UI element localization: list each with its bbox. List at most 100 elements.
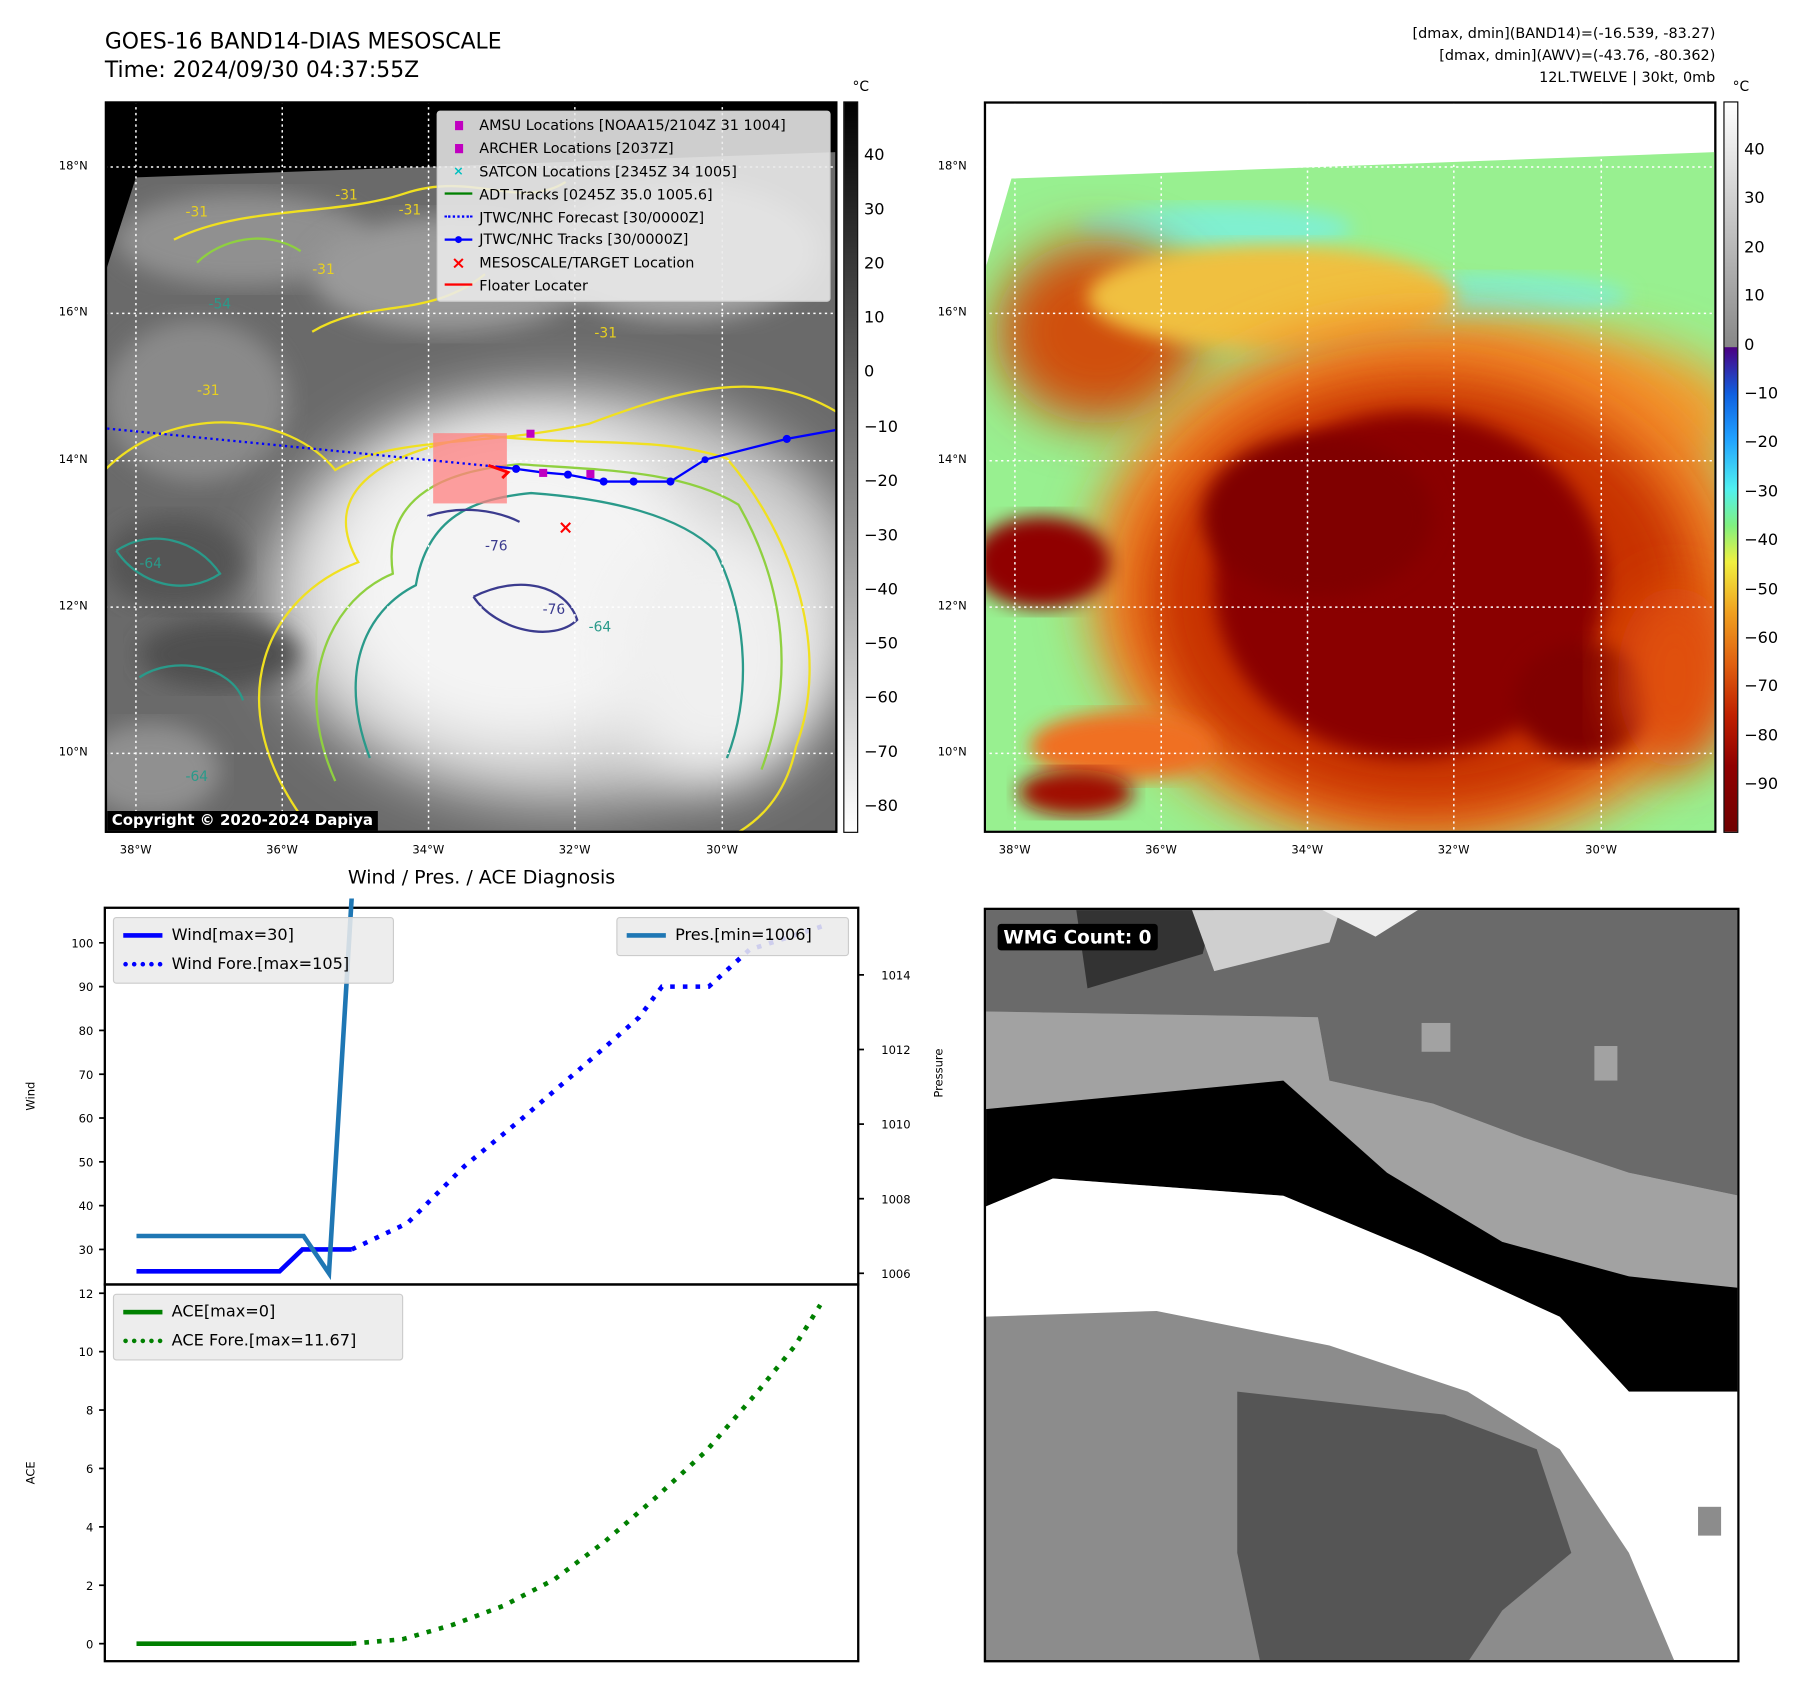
legend-item: Pres.[min=1006] xyxy=(617,920,847,949)
legend-label: ARCHER Locations [2037Z] xyxy=(479,139,674,157)
y-tick-label: 100 xyxy=(71,936,93,950)
legend-label: Pres.[min=1006] xyxy=(675,925,812,945)
band14-map: -31 -31 -31 -31 -31 -31 -54 -64 -64 -76 … xyxy=(104,101,838,833)
legend-label: JTWC/NHC Tracks [30/0000Z] xyxy=(479,230,689,249)
colorbar-tick: −30 xyxy=(1744,482,1779,501)
target-x-marker: × xyxy=(558,517,573,538)
legend-item: JTWC/NHC Forecast [30/0000Z] xyxy=(438,205,830,228)
legend-item: ADT Tracks [0245Z 35.0 1005.6] xyxy=(438,182,830,205)
legend-item: × SATCON Locations [2345Z 34 1005] xyxy=(438,160,830,183)
x-small-legend-icon: × xyxy=(453,163,464,179)
legend-label: Floater Locater xyxy=(479,276,588,294)
stats-awv: [dmax, dmin](AWV)=(-43.76, -80.362) xyxy=(1439,46,1716,64)
legend-label: ACE[max=0] xyxy=(171,1302,276,1321)
legend-item: Wind[max=30] xyxy=(114,920,393,949)
contour-label: -54 xyxy=(209,297,232,313)
y-tick-label: 10 xyxy=(79,1345,94,1359)
awv-map xyxy=(983,101,1717,833)
map-legend: AMSU Locations [NOAA15/2104Z 31 1004] ARC… xyxy=(436,110,831,302)
contour-label: -31 xyxy=(594,326,617,342)
legend-line-icon xyxy=(114,932,172,938)
lat-label: 18°N xyxy=(58,160,88,173)
contour-label: -64 xyxy=(185,769,208,785)
line-dot-legend-icon xyxy=(438,236,479,243)
lat-label: 16°N xyxy=(937,306,967,320)
legend-line-icon xyxy=(114,1338,172,1343)
wind-legend: Wind[max=30] Wind Fore.[max=105] xyxy=(112,916,394,984)
square-legend-icon xyxy=(438,120,479,131)
lat-label: 16°N xyxy=(58,306,88,320)
lon-label: 30°W xyxy=(706,844,738,858)
y-right-tick-label: 1010 xyxy=(881,1118,910,1132)
ace-legend: ACE[max=0] ACE Fore.[max=11.67] xyxy=(112,1293,404,1361)
lon-label: 32°W xyxy=(1437,844,1470,858)
figure-time: Time: 2024/09/30 04:37:55Z xyxy=(104,57,420,83)
legend-item: × MESOSCALE/TARGET Location xyxy=(438,251,830,274)
y-tick-label: 12 xyxy=(79,1287,94,1301)
legend-label: JTWC/NHC Forecast [30/0000Z] xyxy=(479,208,705,226)
series-line-pressure xyxy=(136,898,354,1281)
contour-label: -64 xyxy=(589,619,612,635)
lon-label: 32°W xyxy=(558,844,591,858)
colorbar-tick: 10 xyxy=(1744,287,1765,306)
legend-label: MESOSCALE/TARGET Location xyxy=(479,253,695,271)
band14-colorbar xyxy=(843,101,859,833)
contour-label: -31 xyxy=(399,202,422,218)
contour-label: -31 xyxy=(335,187,358,203)
colorbar-unit: °C xyxy=(852,78,870,95)
track-points xyxy=(512,434,791,486)
awv-colorbar xyxy=(1723,101,1739,833)
legend-label: ACE Fore.[max=11.67] xyxy=(171,1331,357,1350)
contour-label: -76 xyxy=(485,539,508,555)
storm-info: 12L.TWELVE | 30kt, 0mb xyxy=(1539,67,1716,86)
legend-item: AMSU Locations [NOAA15/2104Z 31 1004] xyxy=(438,114,830,137)
legend-item: Wind Fore.[max=105] xyxy=(114,949,393,978)
y-right-axis-label: Pressure xyxy=(931,1049,945,1098)
y-axis-label: ACE xyxy=(24,1461,38,1484)
colorbar-tick: −40 xyxy=(1744,531,1779,550)
plot-frame xyxy=(103,1283,860,1663)
colorbar-tick: −50 xyxy=(1744,580,1779,599)
line-legend-icon xyxy=(438,192,479,196)
colorbar-tick: −80 xyxy=(1744,726,1779,746)
colorbar-tick: −60 xyxy=(1744,628,1779,648)
legend-item: ACE Fore.[max=11.67] xyxy=(114,1326,402,1355)
colorbar-tick: −90 xyxy=(1744,775,1779,794)
y-axis-label: Wind xyxy=(24,1082,38,1111)
diagnosis-chart: 3040506070809010010061008101010121014Win… xyxy=(24,898,945,1663)
colorbar-tick: 0 xyxy=(863,363,875,382)
diagnosis-title: Wind / Pres. / ACE Diagnosis xyxy=(347,866,616,889)
gridlines xyxy=(986,103,1715,831)
lon-label: 38°W xyxy=(998,844,1031,858)
legend-item: ARCHER Locations [2037Z] xyxy=(438,137,830,160)
colorbar-tick: −10 xyxy=(1744,384,1779,404)
stats-band14: [dmax, dmin](BAND14)=(-16.539, -83.27) xyxy=(1412,24,1716,42)
y-tick-label: 30 xyxy=(79,1243,94,1257)
colorbar-tick: −20 xyxy=(863,471,899,491)
contour-label: -31 xyxy=(197,383,220,399)
colorbar-tick: 20 xyxy=(863,254,885,274)
lat-label: 14°N xyxy=(58,453,88,467)
awv-imagery xyxy=(986,103,1715,831)
colorbar-tick: 30 xyxy=(1744,189,1765,208)
legend-label: ADT Tracks [0245Z 35.0 1005.6] xyxy=(479,185,713,203)
y-tick-label: 6 xyxy=(86,1462,93,1476)
colorbar-tick: −40 xyxy=(863,580,899,599)
y-tick-label: 40 xyxy=(79,1199,94,1213)
contours xyxy=(107,181,836,831)
colorbar-tick: 30 xyxy=(863,200,885,219)
y-tick-label: 70 xyxy=(79,1068,94,1082)
colorbar-tick: 20 xyxy=(1744,238,1765,257)
colorbar-unit: °C xyxy=(1732,78,1750,95)
wmg-count-label: WMG Count: 0 xyxy=(997,923,1158,951)
lat-label: 12°N xyxy=(937,600,967,613)
legend-item: Floater Locater xyxy=(438,274,830,297)
colorbar-tick: −50 xyxy=(863,634,899,654)
lon-label: 34°W xyxy=(412,844,445,858)
y-tick-label: 0 xyxy=(86,1637,93,1651)
lon-label: 36°W xyxy=(1145,844,1177,858)
series-line-observed xyxy=(136,1247,352,1274)
pressure-legend: Pres.[min=1006] xyxy=(616,916,850,957)
y-tick-label: 2 xyxy=(86,1579,93,1593)
legend-line-icon xyxy=(617,932,675,938)
